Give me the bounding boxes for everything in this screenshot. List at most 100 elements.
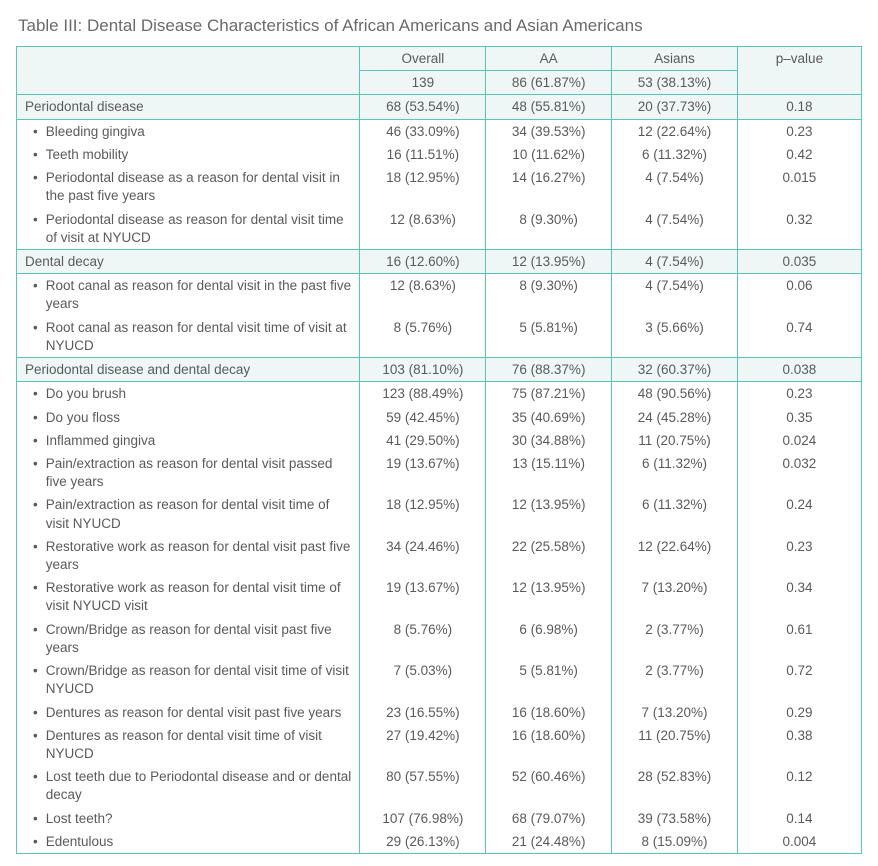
row-pvalue: 0.06 <box>737 274 861 316</box>
row-aa: 30 (34.88%) <box>486 429 612 452</box>
row-label: Crown/Bridge as reason for dental visit … <box>46 621 354 657</box>
n-overall: 139 <box>360 71 486 95</box>
table-row: •Restorative work as reason for dental v… <box>17 535 862 576</box>
row-label-cell: •Inflammed gingiva <box>17 429 360 452</box>
row-asians: 2 (3.77%) <box>612 659 738 700</box>
row-pvalue: 0.32 <box>737 208 861 250</box>
row-label-cell: •Periodontal disease as reason for denta… <box>17 208 360 250</box>
row-aa: 35 (40.69%) <box>486 406 612 429</box>
row-label: Pain/extraction as reason for dental vis… <box>46 455 354 491</box>
section-pvalue: 0.038 <box>737 358 861 382</box>
section-aa: 48 (55.81%) <box>486 95 612 119</box>
table-row: •Periodontal disease as a reason for den… <box>17 166 862 207</box>
table-row: •Restorative work as reason for dental v… <box>17 576 862 617</box>
row-label-cell: •Periodontal disease as a reason for den… <box>17 166 360 207</box>
row-asians: 4 (7.54%) <box>612 274 738 316</box>
table-row: •Bleeding gingiva46 (33.09%)34 (39.53%)1… <box>17 119 862 143</box>
table-row: •Lost teeth?107 (76.98%)68 (79.07%)39 (7… <box>17 807 862 830</box>
table-row: •Pain/extraction as reason for dental vi… <box>17 452 862 493</box>
row-label-cell: •Crown/Bridge as reason for dental visit… <box>17 618 360 659</box>
row-overall: 23 (16.55%) <box>360 701 486 724</box>
row-label: Periodontal disease as reason for dental… <box>46 211 354 247</box>
row-aa: 34 (39.53%) <box>486 119 612 143</box>
table-row: •Dentures as reason for dental visit pas… <box>17 701 862 724</box>
row-label-cell: •Do you floss <box>17 406 360 429</box>
row-asians: 28 (52.83%) <box>612 765 738 806</box>
row-label-cell: •Crown/Bridge as reason for dental visit… <box>17 659 360 700</box>
section-header-row: Dental decay16 (12.60%)12 (13.95%)4 (7.5… <box>17 249 862 273</box>
row-asians: 11 (20.75%) <box>612 724 738 765</box>
row-label-cell: •Teeth mobility <box>17 143 360 166</box>
row-asians: 4 (7.54%) <box>612 208 738 250</box>
row-pvalue: 0.015 <box>737 166 861 207</box>
section-asians: 4 (7.54%) <box>612 249 738 273</box>
section-aa: 12 (13.95%) <box>486 249 612 273</box>
row-asians: 3 (5.66%) <box>612 316 738 358</box>
row-pvalue: 0.12 <box>737 765 861 806</box>
row-aa: 10 (11.62%) <box>486 143 612 166</box>
bullet-icon: • <box>27 727 46 745</box>
section-aa: 76 (88.37%) <box>486 358 612 382</box>
row-aa: 68 (79.07%) <box>486 807 612 830</box>
n-aa: 86 (61.87%) <box>486 71 612 95</box>
row-overall: 12 (8.63%) <box>360 208 486 250</box>
row-aa: 13 (15.11%) <box>486 452 612 493</box>
row-aa: 12 (13.95%) <box>486 493 612 534</box>
row-aa: 75 (87.21%) <box>486 382 612 406</box>
row-asians: 2 (3.77%) <box>612 618 738 659</box>
bullet-icon: • <box>27 409 46 427</box>
row-label: Restorative work as reason for dental vi… <box>46 538 354 574</box>
bullet-icon: • <box>27 385 46 403</box>
row-pvalue: 0.38 <box>737 724 861 765</box>
row-pvalue: 0.74 <box>737 316 861 358</box>
row-label-cell: •Dentures as reason for dental visit tim… <box>17 724 360 765</box>
table-row: •Teeth mobility16 (11.51%)10 (11.62%)6 (… <box>17 143 862 166</box>
bullet-icon: • <box>27 579 46 597</box>
n-pvalue <box>737 71 861 95</box>
row-overall: 18 (12.95%) <box>360 166 486 207</box>
bullet-icon: • <box>27 211 46 229</box>
row-asians: 6 (11.32%) <box>612 452 738 493</box>
row-overall: 18 (12.95%) <box>360 493 486 534</box>
row-label-cell: •Pain/extraction as reason for dental vi… <box>17 452 360 493</box>
row-overall: 8 (5.76%) <box>360 618 486 659</box>
row-label-cell: •Lost teeth due to Periodontal disease a… <box>17 765 360 806</box>
row-aa: 16 (18.60%) <box>486 701 612 724</box>
row-label-cell: •Lost teeth? <box>17 807 360 830</box>
row-pvalue: 0.004 <box>737 830 861 854</box>
col-asians: Asians <box>612 47 738 71</box>
row-label: Root canal as reason for dental visit ti… <box>46 319 354 355</box>
row-aa: 8 (9.30%) <box>486 208 612 250</box>
row-overall: 46 (33.09%) <box>360 119 486 143</box>
row-label: Inflammed gingiva <box>46 432 354 450</box>
section-label: Periodontal disease <box>17 95 360 119</box>
table-row: •Crown/Bridge as reason for dental visit… <box>17 618 862 659</box>
header-row-n: 13986 (61.87%)53 (38.13%) <box>17 71 862 95</box>
row-pvalue: 0.29 <box>737 701 861 724</box>
row-pvalue: 0.61 <box>737 618 861 659</box>
table-title: Table III: Dental Disease Characteristic… <box>16 12 862 46</box>
table-row: •Do you floss59 (42.45%)35 (40.69%)24 (4… <box>17 406 862 429</box>
section-label: Dental decay <box>17 249 360 273</box>
row-pvalue: 0.23 <box>737 535 861 576</box>
row-overall: 107 (76.98%) <box>360 807 486 830</box>
section-header-row: Periodontal disease68 (53.54%)48 (55.81%… <box>17 95 862 119</box>
row-overall: 27 (19.42%) <box>360 724 486 765</box>
section-pvalue: 0.18 <box>737 95 861 119</box>
row-label: Pain/extraction as reason for dental vis… <box>46 496 354 532</box>
section-asians: 20 (37.73%) <box>612 95 738 119</box>
n-asians: 53 (38.13%) <box>612 71 738 95</box>
row-overall: 12 (8.63%) <box>360 274 486 316</box>
row-asians: 24 (45.28%) <box>612 406 738 429</box>
row-asians: 48 (90.56%) <box>612 382 738 406</box>
row-pvalue: 0.35 <box>737 406 861 429</box>
header-row-labels: OverallAAAsiansp–value <box>17 47 862 71</box>
row-asians: 11 (20.75%) <box>612 429 738 452</box>
col-overall: Overall <box>360 47 486 71</box>
table-row: •Edentulous29 (26.13%)21 (24.48%)8 (15.0… <box>17 830 862 854</box>
table-row: •Inflammed gingiva41 (29.50%)30 (34.88%)… <box>17 429 862 452</box>
row-label-cell: •Dentures as reason for dental visit pas… <box>17 701 360 724</box>
bullet-icon: • <box>27 833 46 851</box>
row-asians: 4 (7.54%) <box>612 166 738 207</box>
row-asians: 8 (15.09%) <box>612 830 738 854</box>
